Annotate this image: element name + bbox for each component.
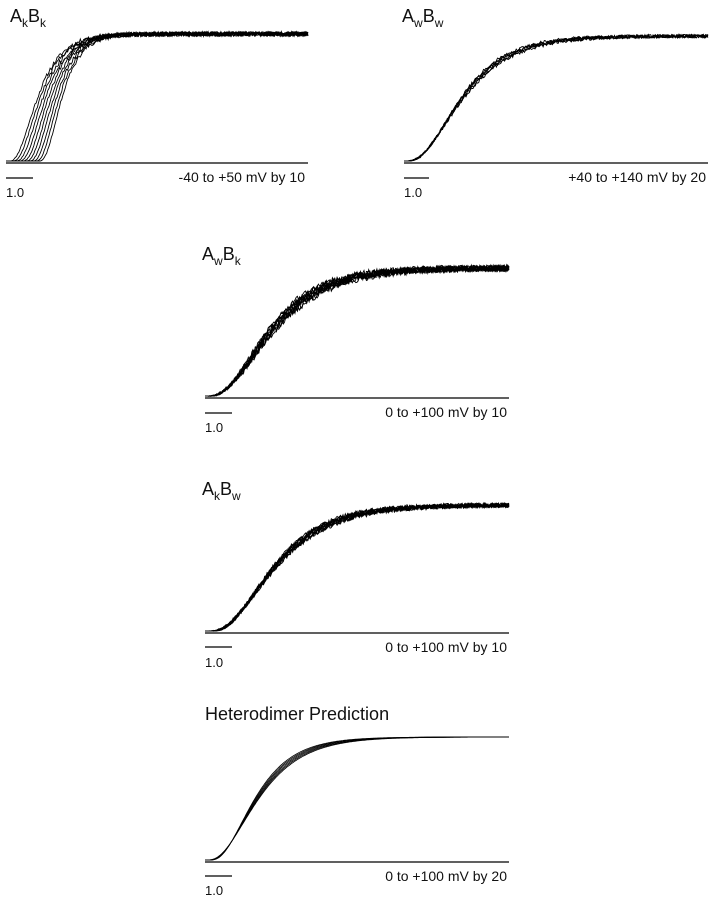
current-trace	[205, 736, 509, 861]
current-trace	[205, 736, 509, 861]
voltage-range-label: 0 to +100 mV by 10	[385, 404, 507, 420]
scale-bar-label: 1.0	[6, 185, 24, 200]
current-trace	[205, 736, 509, 861]
current-trace	[205, 263, 510, 397]
panel-awbw: AwBw +40 to +140 mV by 20 1.0	[402, 6, 709, 200]
panel-title: AwBw	[402, 6, 444, 30]
voltage-range-label: +40 to +140 mV by 20	[568, 169, 706, 185]
panel-heterodimer-prediction: Heterodimer Prediction 0 to +100 mV by 20…	[205, 704, 509, 898]
panel-akbk: AkBk -40 to +50 mV by 10 1.0	[6, 6, 309, 200]
current-trace	[404, 33, 709, 162]
current-trace	[205, 501, 510, 632]
current-trace	[205, 263, 510, 397]
current-trace	[205, 263, 510, 397]
voltage-range-label: 0 to +100 mV by 20	[385, 868, 507, 884]
current-trace	[205, 501, 510, 632]
current-trace	[205, 263, 510, 397]
current-trace	[205, 502, 510, 632]
scale-bar-label: 1.0	[205, 420, 223, 435]
current-trace	[205, 263, 510, 397]
panel-title: AkBw	[202, 479, 241, 503]
panel-awbk: AwBk 0 to +100 mV by 10 1.0	[202, 244, 510, 435]
current-trace	[6, 30, 309, 162]
current-trace	[404, 33, 709, 162]
current-trace	[205, 502, 510, 632]
current-trace	[205, 501, 510, 632]
current-trace	[6, 30, 309, 162]
current-trace	[205, 736, 509, 861]
current-trace	[205, 502, 510, 632]
current-trace	[205, 501, 510, 632]
voltage-range-label: -40 to +50 mV by 10	[179, 169, 306, 185]
panel-title: AwBk	[202, 244, 242, 268]
panel-title: AkBk	[10, 6, 47, 30]
current-trace	[205, 263, 510, 397]
current-trace	[205, 264, 510, 397]
panel-title: Heterodimer Prediction	[205, 704, 389, 724]
scale-bar-label: 1.0	[205, 655, 223, 670]
current-trace	[205, 502, 510, 632]
current-trace	[404, 33, 709, 162]
current-trace	[205, 263, 510, 397]
scale-bar-label: 1.0	[404, 185, 422, 200]
current-trace	[205, 264, 510, 397]
current-trace	[205, 501, 510, 632]
current-trace	[205, 736, 509, 861]
current-trace	[205, 736, 509, 861]
current-trace	[205, 502, 510, 632]
panel-akbw: AkBw 0 to +100 mV by 10 1.0	[202, 479, 510, 670]
current-trace	[205, 264, 510, 397]
current-trace	[404, 33, 709, 162]
scale-bar-label: 1.0	[205, 883, 223, 898]
current-trace	[205, 502, 510, 632]
voltage-range-label: 0 to +100 mV by 10	[385, 639, 507, 655]
current-trace	[404, 33, 709, 162]
current-trace	[205, 263, 510, 397]
current-trace	[404, 33, 709, 162]
